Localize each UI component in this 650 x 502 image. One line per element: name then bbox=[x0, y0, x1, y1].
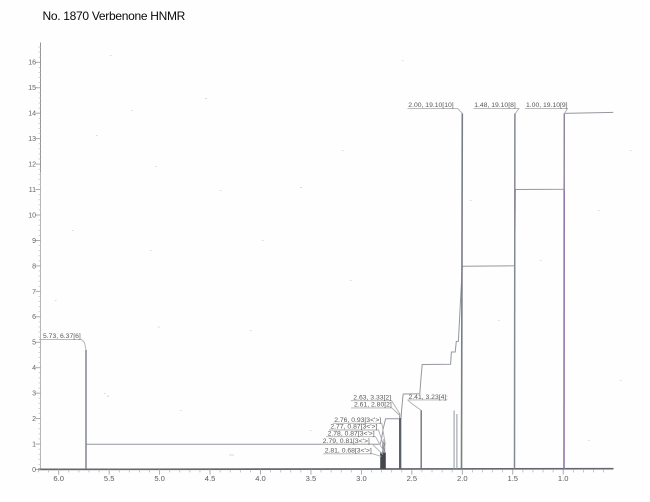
svg-text:No. 1870 Verbenone HNMR: No. 1870 Verbenone HNMR bbox=[43, 9, 186, 23]
svg-text:1.00, 19.10[9]: 1.00, 19.10[9] bbox=[526, 102, 568, 109]
svg-text:6.0: 6.0 bbox=[53, 474, 64, 483]
svg-text:2.61, 2.80[2]: 2.61, 2.80[2] bbox=[354, 401, 392, 408]
svg-text:1.0: 1.0 bbox=[558, 474, 569, 483]
svg-text:2.0: 2.0 bbox=[457, 474, 468, 483]
svg-text:4.0: 4.0 bbox=[255, 474, 266, 483]
svg-text:2.00, 19.10[10]: 2.00, 19.10[10] bbox=[408, 102, 453, 109]
svg-text:1.5: 1.5 bbox=[507, 474, 518, 483]
svg-text:2.79, 0.81[3<'>]: 2.79, 0.81[3<'>] bbox=[323, 438, 370, 445]
svg-text:15: 15 bbox=[28, 85, 36, 92]
svg-text:5.73, 6.37[6]: 5.73, 6.37[6] bbox=[43, 333, 81, 340]
svg-text:2.77, 0.87[3<'>]: 2.77, 0.87[3<'>] bbox=[330, 424, 377, 431]
svg-text:3.0: 3.0 bbox=[356, 474, 367, 483]
svg-text:10: 10 bbox=[28, 212, 36, 219]
svg-text:5: 5 bbox=[32, 340, 36, 347]
svg-text:2.5: 2.5 bbox=[407, 474, 418, 483]
svg-text:4: 4 bbox=[32, 365, 36, 372]
svg-text:5.5: 5.5 bbox=[104, 474, 115, 483]
svg-text:2.63, 3.33[2]: 2.63, 3.33[2] bbox=[353, 394, 391, 401]
svg-text:9: 9 bbox=[32, 238, 36, 245]
svg-text:13: 13 bbox=[28, 136, 36, 143]
svg-text:0: 0 bbox=[32, 467, 36, 474]
svg-text:3.5: 3.5 bbox=[306, 474, 317, 483]
svg-text:11: 11 bbox=[29, 187, 36, 194]
svg-text:8: 8 bbox=[32, 263, 36, 270]
svg-text:7: 7 bbox=[32, 289, 36, 296]
svg-text:2.78, 0.87[3<'>]: 2.78, 0.87[3<'>] bbox=[328, 430, 375, 437]
svg-text:4.5: 4.5 bbox=[205, 474, 216, 483]
svg-text:3: 3 bbox=[32, 391, 36, 398]
svg-text:14: 14 bbox=[28, 111, 36, 118]
svg-text:2.41, 3.23[4]: 2.41, 3.23[4] bbox=[409, 394, 447, 401]
svg-text:1: 1 bbox=[32, 441, 36, 448]
svg-text:6: 6 bbox=[32, 314, 36, 321]
svg-text:12: 12 bbox=[28, 162, 36, 169]
svg-text:1.48, 19.10[8]: 1.48, 19.10[8] bbox=[474, 102, 516, 109]
svg-text:2: 2 bbox=[32, 416, 36, 423]
svg-text:2.76, 0.93[3<'>]: 2.76, 0.93[3<'>] bbox=[334, 417, 381, 424]
svg-text:2.81, 0.68[3<'>]: 2.81, 0.68[3<'>] bbox=[325, 447, 372, 454]
svg-text:16: 16 bbox=[28, 60, 36, 67]
svg-text:5.0: 5.0 bbox=[154, 474, 165, 483]
